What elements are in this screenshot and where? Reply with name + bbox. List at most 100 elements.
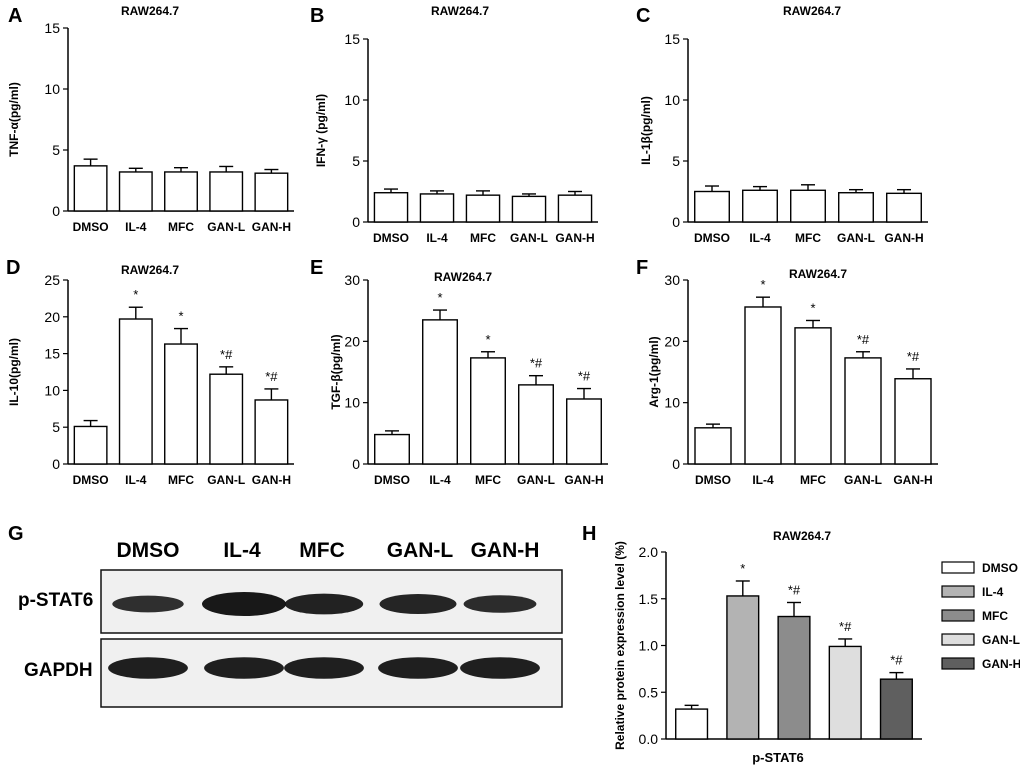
chart-a: RAW264.7 0 5 10 15 TNF-α(pg/ml) DMSO IL-4 MFC GAN… xyxy=(7,4,294,234)
x-tick-label: DMSO xyxy=(73,473,109,487)
bar xyxy=(828,645,862,740)
x-tick-label: DMSO xyxy=(694,231,730,245)
legend-swatch xyxy=(941,561,975,574)
legend-label: GAN-H xyxy=(982,657,1020,671)
x-tick-label: GAN-H xyxy=(893,473,932,487)
x-tick-label: IL-4 xyxy=(749,231,771,245)
x-tick-label: MFC xyxy=(800,473,826,487)
y-tick-label: 2.0 xyxy=(639,544,659,560)
significance-label: * xyxy=(760,277,765,292)
x-tick-label: MFC xyxy=(168,473,194,487)
significance-label: *# xyxy=(265,369,278,384)
blot-band xyxy=(284,657,364,679)
x-tick-label: DMSO xyxy=(374,473,410,487)
x-tick-label: GAN-L xyxy=(844,473,882,487)
y-tick-label: 0.5 xyxy=(639,684,659,700)
y-tick-label: 0 xyxy=(672,214,680,230)
chart-b: RAW264.7 0 5 10 15 IFN-γ (pg/ml) DMSO IL-4 MFC GA… xyxy=(314,4,598,245)
x-tick-label: GAN-H xyxy=(555,231,594,245)
chart-d: RAW264.7 0 5 10 15 20 25 IL-10(pg/ml) DMSO * IL-4 *… xyxy=(7,263,294,487)
chart-title: RAW264.7 xyxy=(783,4,841,18)
y-tick-label: 15 xyxy=(44,346,60,362)
bar xyxy=(566,398,602,465)
chart-title: RAW264.7 xyxy=(121,263,179,277)
chart-c: RAW264.7 0 5 10 15 IL-1β(pg/ml) DMSO IL-4 MFC GAN… xyxy=(639,4,928,245)
blot-band xyxy=(460,657,540,679)
x-tick-label: GAN-L xyxy=(207,473,245,487)
panel-letter-g: G xyxy=(8,523,24,545)
lane-label-mfc: MFC xyxy=(299,539,345,562)
x-tick-label: GAN-H xyxy=(252,473,291,487)
significance-label: * xyxy=(437,290,442,305)
y-tick-label: 0 xyxy=(52,203,60,219)
bar xyxy=(422,319,458,465)
y-tick-label: 10 xyxy=(664,395,680,411)
x-tick-label: GAN-H xyxy=(884,231,923,245)
y-axis-label: IFN-γ (pg/ml) xyxy=(314,94,328,167)
legend-swatch xyxy=(941,657,975,670)
legend-swatch xyxy=(941,609,975,622)
bar xyxy=(118,171,153,212)
panel-letter-e: E xyxy=(310,257,323,279)
y-tick-label: 5 xyxy=(352,153,360,169)
legend-label: IL-4 xyxy=(982,585,1004,599)
x-tick-label: GAN-H xyxy=(252,220,291,234)
bar xyxy=(209,373,244,465)
panel-letter-a: A xyxy=(8,5,22,27)
blot-band xyxy=(463,595,537,613)
x-tick-label: IL-4 xyxy=(125,473,147,487)
chart-title: RAW264.7 xyxy=(789,267,847,281)
chart-title: RAW264.7 xyxy=(121,4,179,18)
bar xyxy=(373,192,409,223)
bar xyxy=(726,595,760,740)
bar xyxy=(694,427,732,465)
bar xyxy=(777,615,811,740)
y-tick-label: 20 xyxy=(664,333,680,349)
chart-h: RAW264.7 0.0 0.5 1.0 1.5 2.0 Relative protein … xyxy=(613,529,1020,765)
blot-row-label-gapdh: GAPDH xyxy=(24,660,93,681)
y-tick-label: 1.0 xyxy=(639,638,659,654)
bar xyxy=(694,190,730,223)
bar xyxy=(744,306,782,465)
y-tick-label: 10 xyxy=(664,92,680,108)
bar xyxy=(419,193,455,223)
x-tick-label: IL-4 xyxy=(752,473,774,487)
lane-label-dmso: DMSO xyxy=(117,539,180,562)
bar xyxy=(518,384,554,465)
y-axis-label: TNF-α(pg/ml) xyxy=(7,82,21,157)
y-axis-label: IL-10(pg/ml) xyxy=(7,338,21,406)
significance-label: *# xyxy=(907,349,920,364)
x-tick-label: IL-4 xyxy=(429,473,451,487)
x-tick-label: GAN-L xyxy=(517,473,555,487)
y-tick-label: 30 xyxy=(664,272,680,288)
y-tick-label: 5 xyxy=(672,153,680,169)
y-tick-label: 10 xyxy=(344,92,360,108)
y-tick-label: 10 xyxy=(44,382,60,398)
y-tick-label: 0 xyxy=(52,456,60,472)
legend-swatch xyxy=(941,585,975,598)
legend-swatch xyxy=(941,633,975,646)
y-tick-label: 0 xyxy=(352,214,360,230)
blot-band xyxy=(112,595,184,613)
y-axis-label: TGF-β(pg/ml) xyxy=(329,334,343,409)
y-tick-label: 30 xyxy=(344,272,360,288)
legend-label: GAN-L xyxy=(982,633,1020,647)
bar xyxy=(254,172,289,212)
significance-label: *# xyxy=(890,653,903,668)
y-tick-label: 5 xyxy=(52,142,60,158)
y-tick-label: 25 xyxy=(44,272,60,288)
blot-row-label-pstat6: p-STAT6 xyxy=(18,590,93,611)
blot-band xyxy=(204,657,284,679)
bar xyxy=(73,425,108,465)
y-tick-label: 15 xyxy=(664,31,680,47)
y-tick-label: 5 xyxy=(52,419,60,435)
x-tick-label: IL-4 xyxy=(426,231,448,245)
blot-band xyxy=(379,594,457,614)
panel-letter-h: H xyxy=(582,523,596,545)
y-axis-label: Relative protein expression level (%) xyxy=(613,541,627,750)
x-tick-label: GAN-L xyxy=(837,231,875,245)
x-tick-label: GAN-L xyxy=(207,220,245,234)
bar xyxy=(164,171,198,212)
chart-title: RAW264.7 xyxy=(431,4,489,18)
lane-label-ganh: GAN-H xyxy=(471,539,540,562)
